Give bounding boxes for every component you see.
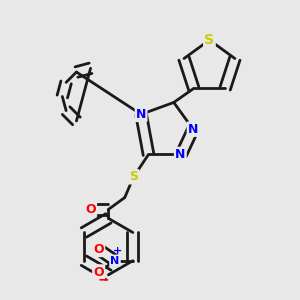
- Text: S: S: [204, 33, 214, 47]
- Text: −: −: [97, 272, 109, 286]
- Text: S: S: [129, 170, 138, 183]
- Text: O: O: [85, 203, 96, 216]
- Text: N: N: [110, 256, 120, 266]
- Text: N: N: [188, 123, 198, 136]
- Text: +: +: [113, 246, 123, 256]
- Text: N: N: [136, 108, 146, 121]
- Text: O: O: [93, 243, 104, 256]
- Text: O: O: [93, 266, 104, 278]
- Text: N: N: [175, 148, 185, 161]
